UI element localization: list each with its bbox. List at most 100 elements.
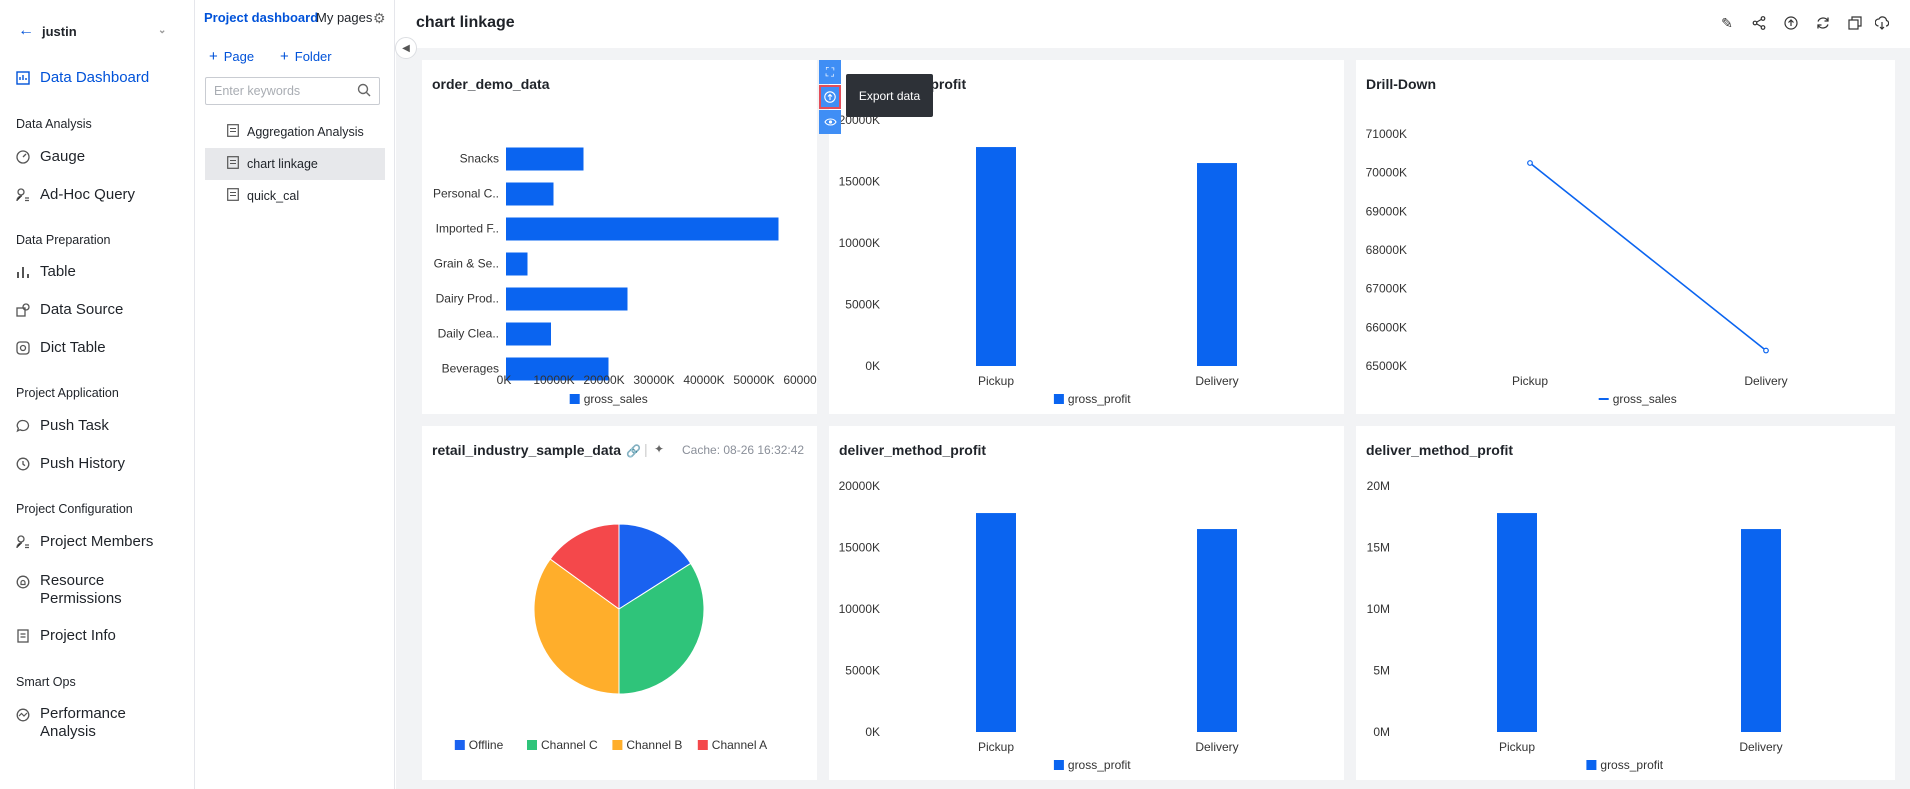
nav-data-dashboard[interactable]: Data Dashboard [16,69,149,86]
nav-performance-analysis[interactable]: Performance Analysis [16,705,126,741]
section-project-application: Project Application [16,386,119,400]
chart-card-delivery-profit[interactable]: d_profit 0K 5000K 10000K 15000K 20000K Pickup… [829,60,1344,414]
search-input[interactable]: Enter keywords [205,77,380,105]
legend-label: Channel C [541,738,598,752]
nav-project-info[interactable]: Project Info [16,627,116,644]
permission-icon [16,575,30,589]
y-tick-label: 67000K [1366,282,1407,296]
nav-label-line1: Performance [40,705,126,722]
pie-slice [618,523,692,610]
export-icon[interactable] [1782,14,1800,32]
y-tick-label: 66000K [1366,320,1407,334]
bar [976,147,1016,366]
collapse-panel-button[interactable]: ◀ [395,37,417,59]
linkage-icon[interactable]: ✦ [654,442,665,456]
caret-left-icon: ◀ [402,42,410,54]
nav-push-history[interactable]: Push History [16,455,125,472]
category-label: Personal C.. [433,187,499,201]
chevron-down-icon[interactable]: ⌄ [158,25,167,36]
line-chart: 65000K 66000K 67000K 68000K 69000K 70000K 7100… [1366,127,1788,406]
nav-dict-table[interactable]: Dict Table [16,339,106,356]
x-tick-label: Pickup [1499,740,1535,754]
nav-label: Push Task [40,417,109,434]
chart-card-deliver-method-profit-2[interactable]: deliver_method_profit 0M 5M 10M 15M 20M Picku… [1356,426,1895,780]
file-item-quick-cal[interactable]: quick_cal [205,180,385,212]
nav-push-task[interactable]: Push Task [16,417,109,434]
chart-card-order-demo-data[interactable]: order_demo_data Snacks Personal C.. Import… [422,60,817,414]
chart-card-retail-industry[interactable]: retail_industry_sample_data 🔗 | ✦ Cache:… [422,426,817,780]
nav-table[interactable]: Table [16,263,76,280]
add-page-button[interactable]: + Page [209,48,254,65]
bar [1197,529,1237,732]
bar [506,287,628,311]
nav-adhoc-query[interactable]: Ad-Hoc Query [16,186,135,203]
link-icon[interactable]: 🔗 [626,444,641,458]
plus-icon: + [280,48,289,65]
export-data-tooltip: Export data [846,74,933,117]
legend-label: Channel B [626,738,682,752]
section-smart-ops: Smart Ops [16,675,76,689]
nav-label-line2: Permissions [40,590,122,607]
x-tick-label: 20000K [583,373,624,387]
gear-icon[interactable]: ⚙ [373,10,386,26]
legend-label: gross_sales [1613,392,1677,406]
y-tick-label: 15000K [839,175,880,189]
legend-label: Channel A [712,738,767,752]
bar [1741,529,1781,732]
tab-my-pages[interactable]: My pages [316,10,373,25]
category-label: Beverages [442,362,499,376]
dict-icon [16,340,30,355]
chart-card-drill-down[interactable]: Drill-Down 65000K 66000K 67000K 68000K 69000… [1356,60,1895,414]
file-item-chart-linkage[interactable]: chart linkage [205,148,385,180]
file-label: Aggregation Analysis [247,125,364,139]
query-icon [16,187,30,202]
nav-data-source[interactable]: Data Source [16,301,123,318]
nav-resource-permissions[interactable]: Resource Permissions [16,572,122,608]
data-point [1763,347,1769,354]
pie-slice [618,562,705,695]
nav-project-members[interactable]: Project Members [16,533,153,550]
share-icon[interactable] [1750,14,1768,32]
nav-label-line2: Analysis [40,723,96,740]
dashboard-main: chart linkage ✎ ◀ order_demo_data Snacks… [395,0,1910,789]
file-item-aggregation-analysis[interactable]: Aggregation Analysis [205,116,385,148]
nav-label: Resource Permissions [40,572,122,608]
preview-eye-icon[interactable] [819,110,841,134]
nav-label: Project Info [40,627,116,644]
card-title: order_demo_data [432,76,550,92]
copy-icon[interactable] [1846,14,1864,32]
bar-chart-icon [16,265,30,279]
section-project-configuration: Project Configuration [16,502,133,516]
y-tick-label: 71000K [1366,127,1407,141]
plus-icon: + [209,48,218,65]
section-data-analysis: Data Analysis [16,117,92,131]
y-tick-label: 5000K [845,664,880,678]
bar [506,217,779,241]
legend-label: gross_profit [1068,392,1131,406]
refresh-icon[interactable] [1814,14,1832,32]
export-data-icon[interactable] [819,85,841,109]
category-label: Imported F.. [436,222,499,236]
tab-project-dashboard[interactable]: Project dashboard [204,10,319,25]
y-tick-label: 10000K [839,602,880,616]
search-placeholder: Enter keywords [214,84,301,98]
user-switcher[interactable]: ← justin ⌄ [18,22,166,40]
bar-chart: 0K 5000K 10000K 15000K 20000K Pickup Delivery g… [839,479,1239,772]
add-page-label: Page [223,49,255,64]
search-icon[interactable] [357,83,371,100]
bar [976,513,1016,732]
add-folder-button[interactable]: + Folder [280,48,332,65]
fullscreen-icon[interactable]: ⛶ [819,60,841,84]
nav-label: Project Members [40,533,154,550]
file-label: quick_cal [247,189,300,203]
edit-icon[interactable]: ✎ [1721,14,1733,31]
page-title: chart linkage [416,14,515,31]
nav-label: Gauge [40,148,86,165]
chart-card-deliver-method-profit-1[interactable]: deliver_method_profit 0K 5000K 10000K 15000… [829,426,1344,780]
nav-label: Data Dashboard [40,69,150,86]
back-arrow-icon[interactable]: ← [18,22,34,39]
card-title: deliver_method_profit [1366,442,1514,458]
nav-gauge[interactable]: Gauge [16,148,85,165]
card-title: Drill-Down [1366,76,1436,92]
download-icon[interactable] [1873,14,1891,32]
